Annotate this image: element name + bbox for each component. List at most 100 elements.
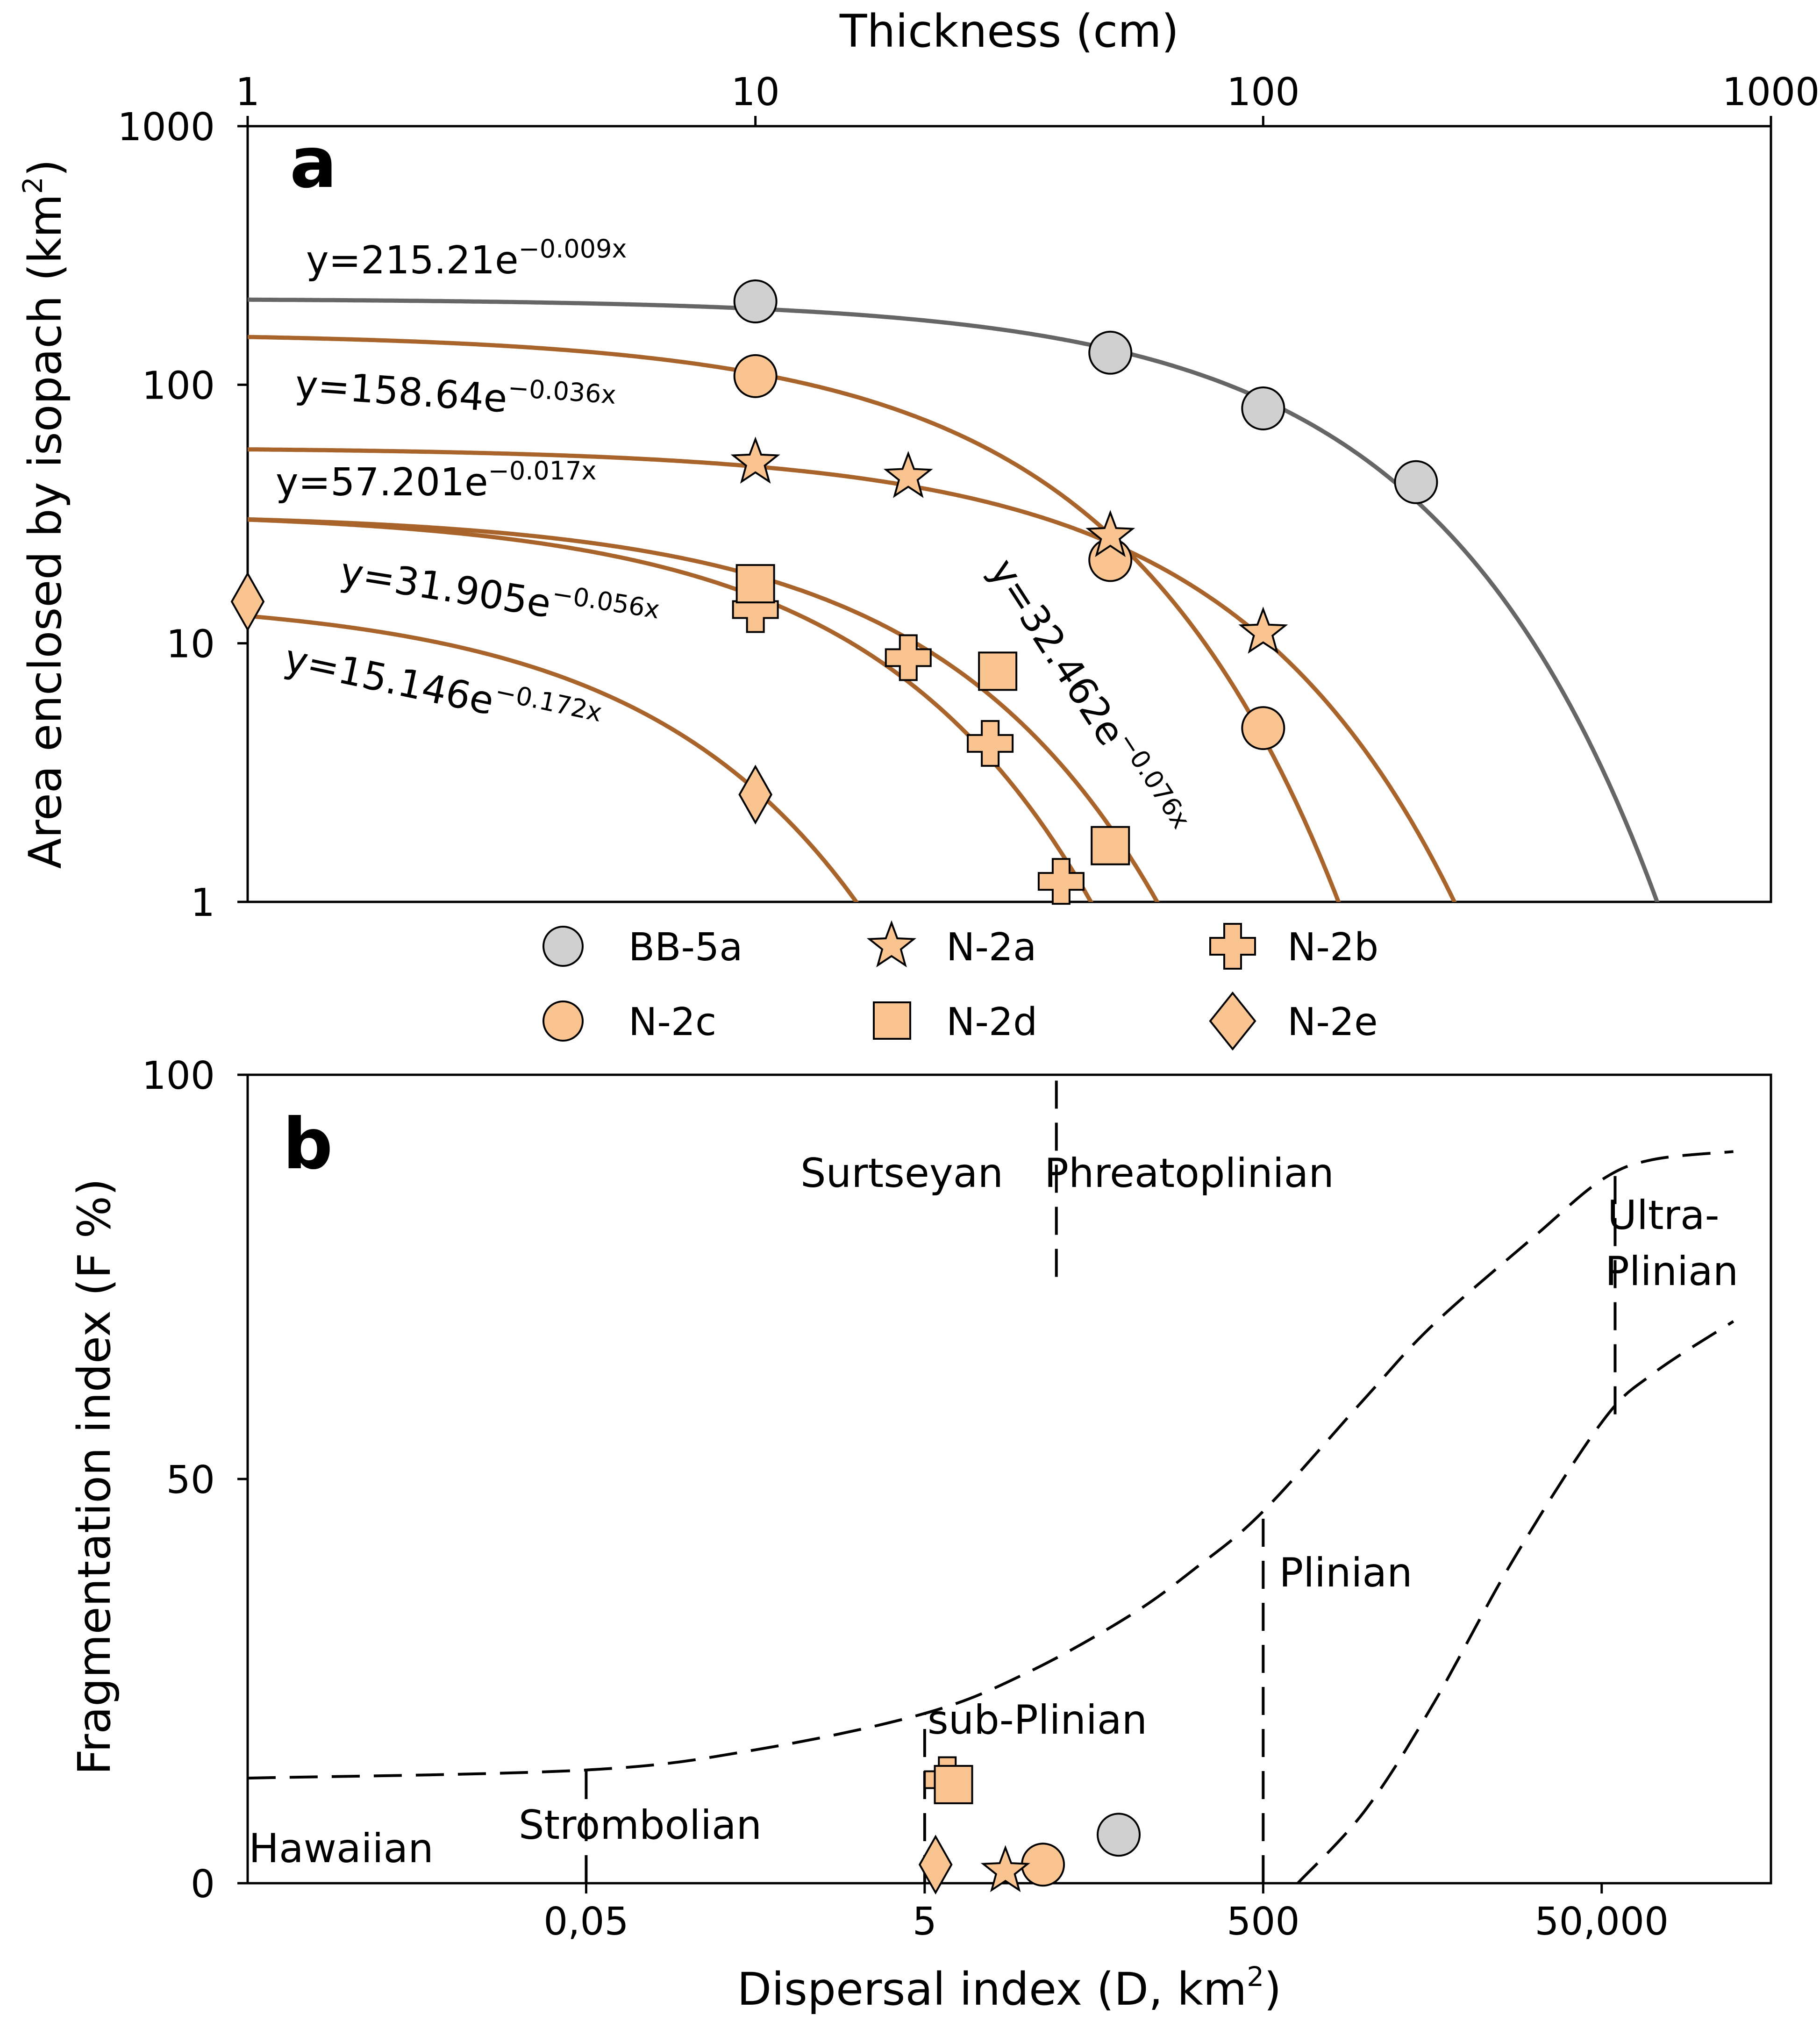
panel-a-xtick-label: 1 xyxy=(236,70,260,114)
legend-marker-n-2c xyxy=(542,1000,584,1042)
point-bb-5a xyxy=(1088,330,1133,375)
point-bb-5a xyxy=(1241,386,1285,430)
panel-b-xtick-label: 50,000 xyxy=(1535,1900,1669,1944)
boundary-lower-curve xyxy=(1297,1320,1734,1885)
point-n-2d xyxy=(978,651,1018,691)
panel-b-boundaries xyxy=(248,1075,1734,1885)
equation-n-2c: y=158.64e−0.036x xyxy=(294,358,617,429)
panel-b: b Dispersal index (D, km2) Fragmentation… xyxy=(68,1054,1772,2015)
legend-marker-bb-5a xyxy=(542,926,584,967)
point-n-2e xyxy=(230,572,265,632)
panel-a-ylabel-sup: 2 xyxy=(17,177,49,194)
point-b-n-2c xyxy=(1021,1843,1065,1887)
boundary-upper-curve xyxy=(248,1150,1734,1780)
point-n-2c xyxy=(733,354,778,398)
point-n-2a xyxy=(730,436,780,484)
point-n-2b xyxy=(967,720,1014,767)
equation-bb-5a: y=215.21e−0.009x xyxy=(306,234,627,283)
point-n-2b xyxy=(885,634,932,681)
equation-n-2e: y=15.146e−0.172x xyxy=(281,632,605,746)
region-sub-plinian: sub-Plinian xyxy=(928,1697,1147,1743)
panel-a-ytick-label: 100 xyxy=(142,364,215,408)
legend-label-n-2e: N-2e xyxy=(1287,1000,1378,1044)
point-b-n-2a xyxy=(980,1845,1030,1893)
panel-a-xtick-label: 1000 xyxy=(1722,70,1820,114)
region-surtseyan: Surtseyan xyxy=(800,1150,1003,1197)
legend-label-n-2c: N-2c xyxy=(628,1000,716,1044)
point-n-2a xyxy=(883,450,933,498)
panel-b-ytick-label: 100 xyxy=(142,1054,215,1098)
region-phreatoplinian: Phreatoplinian xyxy=(1044,1150,1334,1197)
panel-a-frame xyxy=(246,125,1772,903)
point-b-n-2e xyxy=(918,1835,953,1895)
panel-b-regions: Surtseyan Phreatoplinian Ultra- Plinian … xyxy=(249,1150,1738,1872)
legend-item-bb-5a: BB-5a xyxy=(542,925,743,970)
panel-a-points xyxy=(230,279,1438,905)
region-ultra-plinian: Plinian xyxy=(1605,1248,1738,1295)
legend: BB-5a N-2a N-2b N-2c N-2d N-2e xyxy=(542,920,1378,1051)
panel-b-xlabel: Dispersal index (D, km2) xyxy=(737,1961,1281,2015)
curve-n-2b xyxy=(248,517,1160,902)
curve-n-2e xyxy=(248,614,859,902)
point-b-bb-5a xyxy=(1097,1813,1141,1857)
legend-label-bb-5a: BB-5a xyxy=(628,925,743,970)
panel-a-yticks: 1 10 100 1000 xyxy=(117,105,248,925)
panel-a-curves xyxy=(248,297,1660,902)
panel-a-ylabel: Area enclosed by isopach (km2) xyxy=(17,159,71,869)
panel-b-xtick-label: 500 xyxy=(1227,1900,1300,1944)
panel-a-xtick-label: 10 xyxy=(731,70,779,114)
panel-a-ytick-label: 1 xyxy=(191,881,215,925)
legend-item-n-2d: N-2d xyxy=(873,1000,1037,1044)
panel-b-points xyxy=(918,1756,1141,1895)
panel-a-ylabel-close: ) xyxy=(19,159,71,177)
legend-marker-n-2d xyxy=(873,1001,911,1040)
equation-n-2a: y=57.201e−0.017x xyxy=(276,456,596,505)
panel-b-xtick-label: 0,05 xyxy=(543,1900,629,1944)
legend-marker-n-2b xyxy=(1209,923,1256,970)
curve-n-2a xyxy=(248,447,1457,902)
panel-b-xtick-label: 5 xyxy=(913,1900,937,1944)
legend-label-n-2b: N-2b xyxy=(1287,925,1378,970)
point-bb-5a xyxy=(733,279,778,324)
point-n-2c xyxy=(1241,706,1285,750)
point-bb-5a xyxy=(1394,460,1438,504)
point-n-2a xyxy=(1238,607,1288,654)
panel-a-ytick-label: 1000 xyxy=(117,105,215,150)
panel-a-label: a xyxy=(290,122,337,204)
panel-a-ytick-label: 10 xyxy=(166,622,215,667)
panel-b-yticks: 0 50 100 xyxy=(142,1054,248,1907)
panel-b-frame xyxy=(246,1073,1772,1885)
point-n-2d xyxy=(735,564,775,604)
legend-item-n-2a: N-2a xyxy=(866,920,1036,970)
panel-b-xticks: 0,05 5 500 50,000 xyxy=(543,1883,1669,1944)
curve-bb-5a xyxy=(248,297,1660,902)
legend-item-n-2b: N-2b xyxy=(1209,923,1378,970)
panel-a-ylabel-main: Area enclosed by isopach (km xyxy=(19,194,71,869)
panel-a: a Thickness (cm) Area enclosed by isopac… xyxy=(17,5,1820,925)
panel-a-xlabel: Thickness (cm) xyxy=(839,5,1179,57)
legend-label-n-2d: N-2d xyxy=(946,1000,1037,1044)
legend-item-n-2e: N-2e xyxy=(1209,991,1378,1051)
region-strombolian: Strombolian xyxy=(519,1802,762,1849)
region-plinian: Plinian xyxy=(1279,1550,1412,1596)
point-n-2d xyxy=(1091,826,1130,865)
panel-a-xticks: 1 10 100 1000 xyxy=(236,70,1820,126)
panel-b-ytick-label: 50 xyxy=(166,1458,215,1502)
point-n-2e xyxy=(738,764,772,825)
panel-b-ylabel: Fragmentation index (F %) xyxy=(68,1179,121,1775)
point-b-n-2d xyxy=(934,1765,973,1804)
panel-b-label: b xyxy=(283,1104,333,1185)
point-n-2a xyxy=(1085,510,1135,557)
region-ultra: Ultra- xyxy=(1607,1192,1720,1239)
legend-marker-n-2a xyxy=(866,920,917,968)
panel-a-equations: y=215.21e−0.009x y=158.64e−0.036x y=57.2… xyxy=(276,234,1196,834)
curve-n-2c xyxy=(248,335,1341,902)
point-n-2b xyxy=(1037,858,1085,905)
legend-item-n-2c: N-2c xyxy=(542,1000,716,1044)
equation-n-2b: y=31.905e−0.056x xyxy=(337,545,662,643)
region-hawaiian: Hawaiian xyxy=(249,1825,433,1872)
panel-b-ytick-label: 0 xyxy=(191,1862,215,1907)
legend-marker-n-2e xyxy=(1209,991,1256,1051)
panel-a-xtick-label: 100 xyxy=(1227,70,1300,114)
